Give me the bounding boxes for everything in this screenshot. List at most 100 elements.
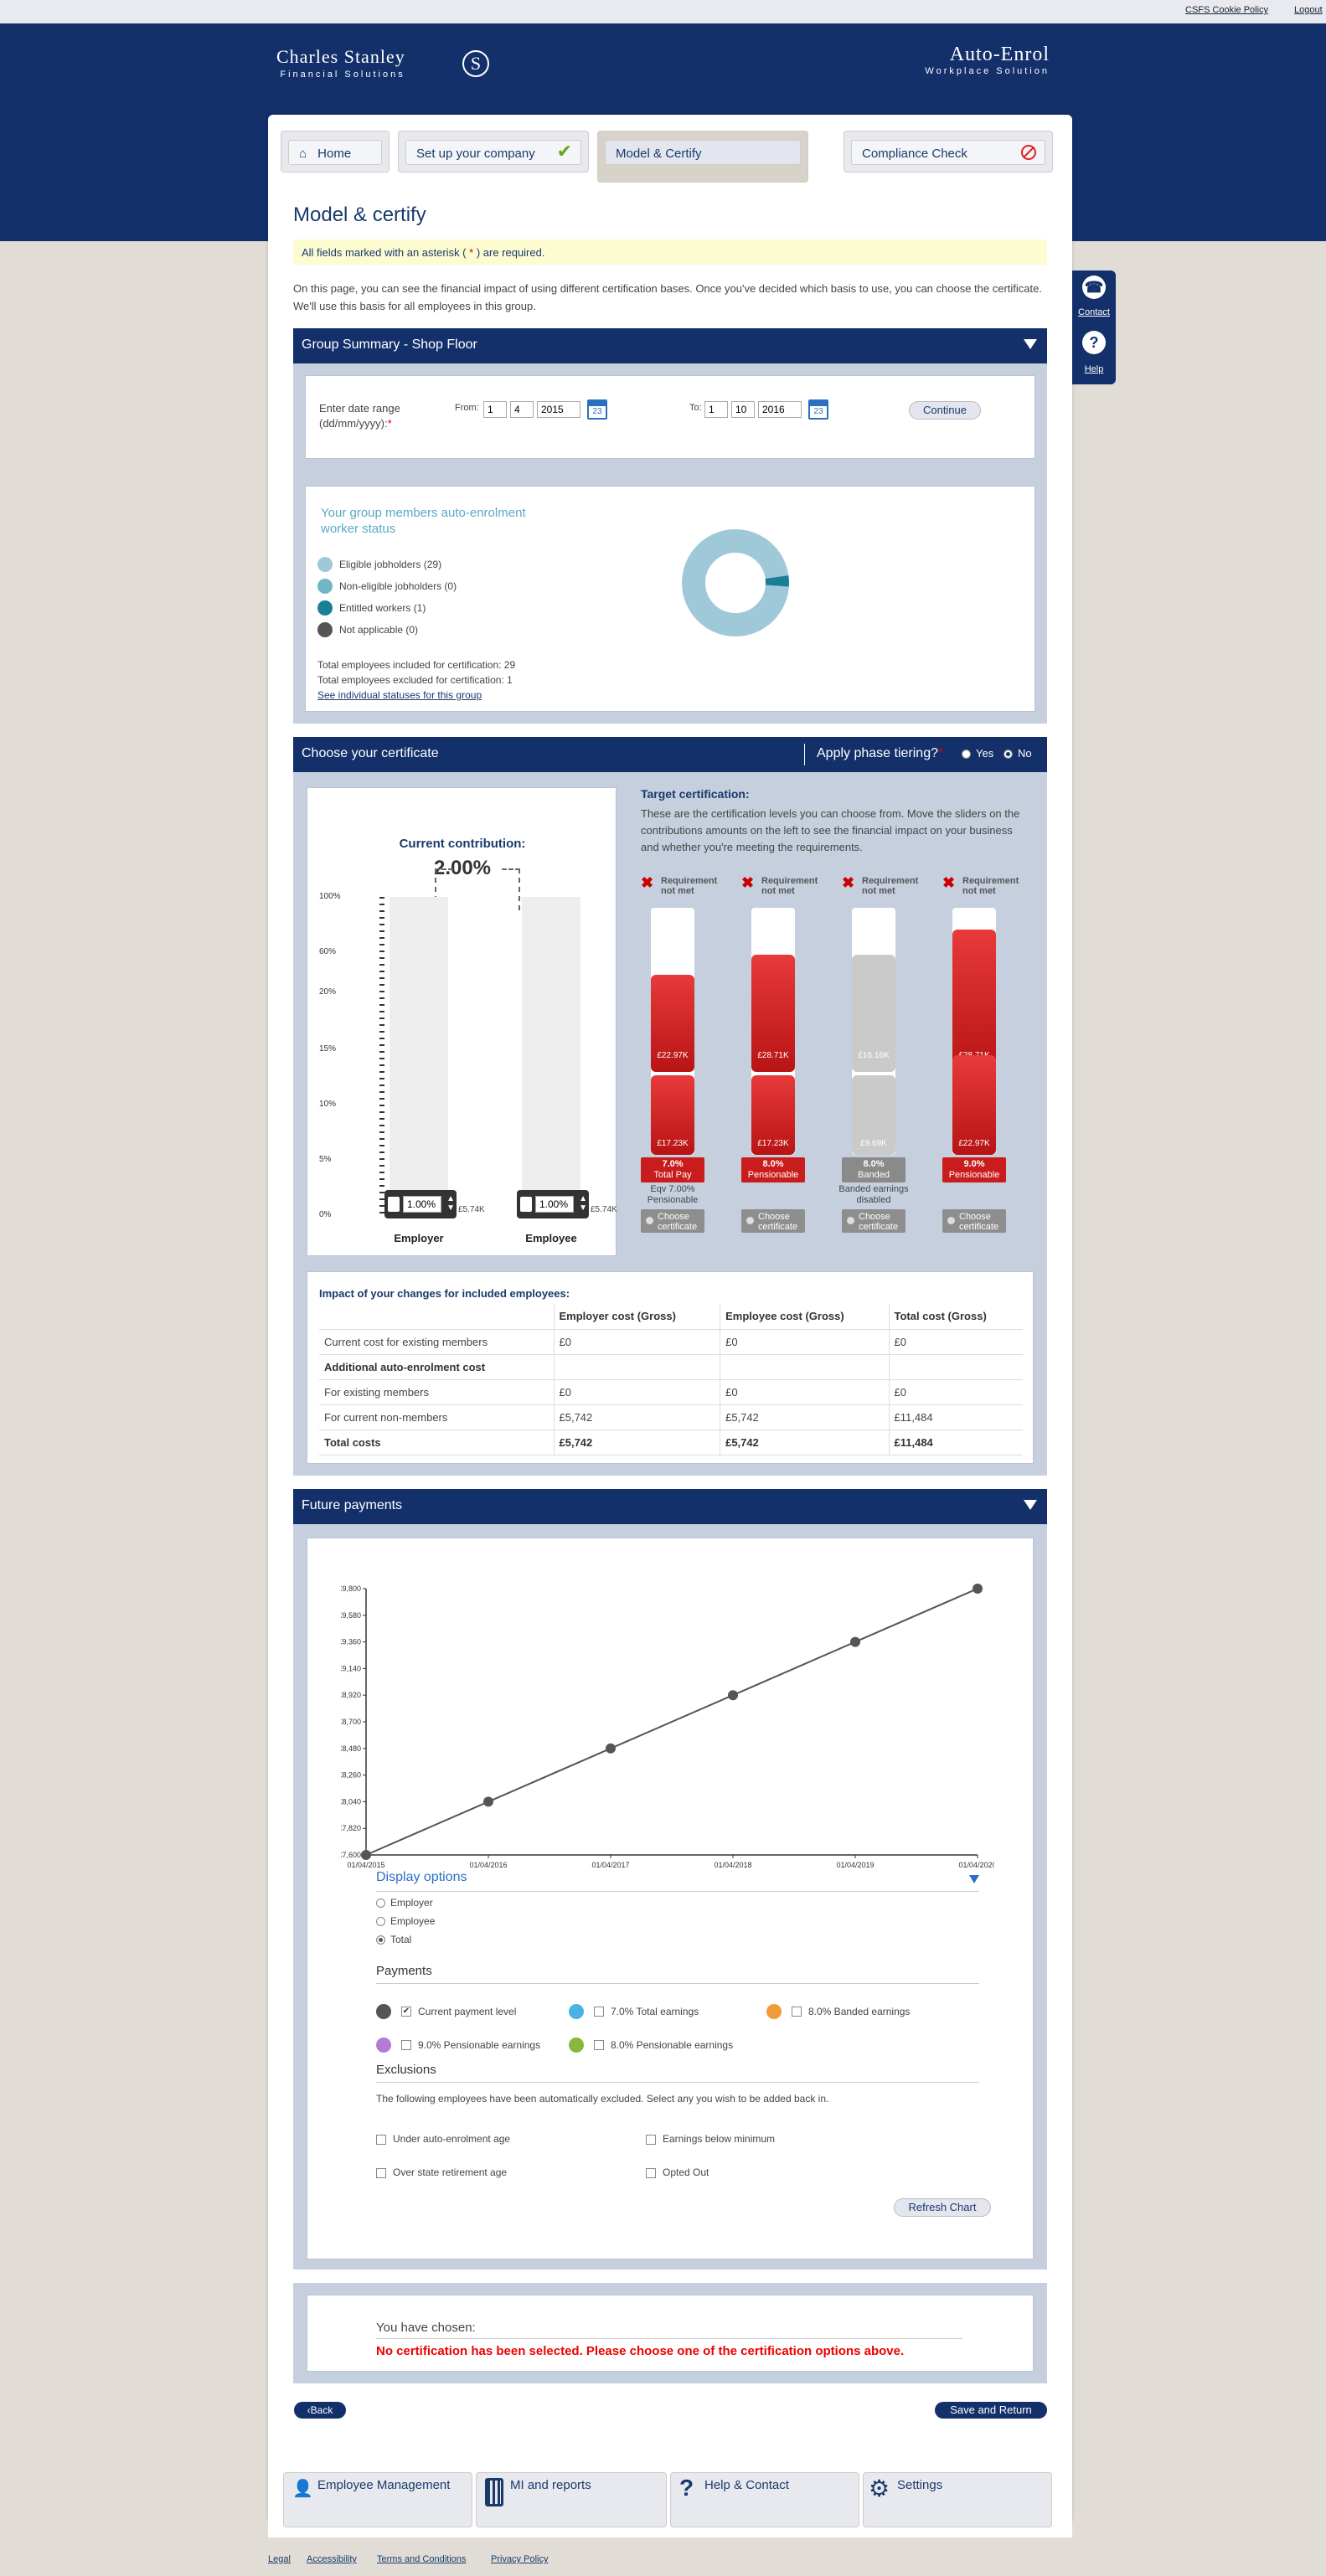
from-month-input[interactable] [510, 401, 534, 418]
tab-home[interactable]: ⌂ Home [281, 131, 390, 173]
main-tabs: ⌂ Home Set up your company ✔ Model & Cert… [281, 126, 1053, 183]
target-title: Target certification: [641, 787, 750, 801]
future-payments-panel: £7,600 £7,820 £8,040 £8,260 £8,480 £8,700 £8,9… [293, 1524, 1047, 2269]
logout-link[interactable]: Logout [1294, 5, 1323, 15]
series-swatch [569, 2004, 584, 2019]
tab-model-certify[interactable]: Model & Certify [597, 131, 808, 183]
exclusion-under-age[interactable]: Under auto-enrolment age [376, 2133, 510, 2145]
scale-label: 20% [319, 987, 337, 997]
data-point [361, 1850, 371, 1860]
continue-button[interactable]: Continue [909, 401, 981, 420]
display-options-toggle[interactable]: Display options [376, 1870, 979, 1892]
from-day-input[interactable] [483, 401, 507, 418]
from-year-input[interactable] [537, 401, 580, 418]
bottom-segment: £17.23K [651, 1075, 694, 1155]
certificate-tube: £28.71K£22.97K [952, 908, 996, 1155]
back-button[interactable]: ‹Back [294, 2402, 346, 2419]
collapse-icon[interactable] [1024, 1500, 1037, 1510]
to-day-input[interactable] [704, 401, 728, 418]
series-swatch [766, 2004, 782, 2019]
current-contribution-box: Current contribution: 2.00% 100% 60% 20% 15… [307, 787, 617, 1256]
phase-yes-radio[interactable]: Yes [962, 747, 993, 760]
cookie-policy-link[interactable]: CSFS Cookie Policy [1185, 5, 1269, 15]
charles-stanley-logo: Charles Stanley Financial Solutions [276, 46, 405, 80]
exclusion-opted-out[interactable]: Opted Out [646, 2166, 709, 2178]
impact-title: Impact of your changes for included empl… [319, 1287, 570, 1300]
tab-setup-company[interactable]: Set up your company ✔ [398, 131, 589, 173]
chosen-label: You have chosen: [376, 2321, 962, 2339]
display-employee-radio[interactable]: Employee [376, 1915, 435, 1927]
employee-rate-input[interactable] [535, 1196, 574, 1213]
drag-handle-icon[interactable] [520, 1197, 532, 1212]
contact-link[interactable]: Contact [1078, 307, 1110, 317]
data-point [483, 1796, 493, 1807]
payment-checkbox[interactable] [594, 2040, 604, 2050]
logo-mark-icon: S [462, 50, 489, 77]
employer-rate-input[interactable] [403, 1196, 441, 1213]
data-point [973, 1584, 983, 1594]
accessibility-link[interactable]: Accessibility [307, 2554, 357, 2564]
terms-link[interactable]: Terms and Conditions [377, 2554, 467, 2564]
target-text: These are the certification levels you c… [641, 807, 1020, 853]
home-icon: ⌂ [299, 147, 307, 161]
check-icon: ✔ [556, 141, 572, 162]
donut-eligible [682, 529, 789, 636]
group-summary-header[interactable]: Group Summary - Shop Floor [293, 328, 1047, 363]
table-row: For existing members £0 £0 £0 [319, 1379, 1023, 1405]
stepper-icon[interactable]: ▲ ▼ [579, 1194, 587, 1213]
cross-icon: ✖ [842, 874, 855, 891]
scale-label: 15% [319, 1044, 337, 1054]
choose-certificate-button[interactable]: Choose certificate [741, 1209, 805, 1233]
privacy-link[interactable]: Privacy Policy [491, 2554, 549, 2564]
see-statuses-link[interactable]: See individual statuses for this group [317, 689, 482, 701]
phase-tiering-label: Apply phase tiering?* [817, 746, 944, 760]
contact-icon[interactable]: ☎ [1082, 276, 1106, 299]
choose-certificate-button[interactable]: Choose certificate [641, 1209, 704, 1233]
collapse-icon[interactable] [1024, 339, 1037, 349]
employer-track [390, 897, 448, 1215]
exclusion-earnings-below[interactable]: Earnings below minimum [646, 2133, 775, 2145]
choose-certificate-button[interactable]: Choose certificate [842, 1209, 905, 1233]
employee-slider-handle[interactable]: ▲▼ [517, 1190, 589, 1218]
exclusion-over-retirement[interactable]: Over state retirement age [376, 2166, 507, 2178]
help-link[interactable]: Help [1084, 364, 1104, 374]
employer-slider-handle[interactable]: ▲▼ [384, 1190, 457, 1218]
certificate-option: ✖ Requirement not met £22.97K £17.23K 7.0% To… [641, 874, 717, 1243]
phase-no-radio[interactable]: No [1004, 747, 1032, 760]
refresh-chart-button[interactable]: Refresh Chart [894, 2198, 991, 2217]
payment-checkbox[interactable] [594, 2007, 604, 2017]
footer-help-contact[interactable]: ? Help & Contact [670, 2472, 859, 2527]
legend-swatch [317, 600, 333, 616]
calendar-icon[interactable]: 23 [808, 399, 828, 420]
display-employer-radio[interactable]: Employer [376, 1897, 433, 1909]
gear-icon: ⚙ [869, 2476, 890, 2501]
legal-link[interactable]: Legal [268, 2554, 291, 2564]
footer-settings[interactable]: ⚙ Settings [863, 2472, 1052, 2527]
auto-enrol-logo: Auto-Enrol Workplace Solution [925, 44, 1050, 76]
payment-checkbox[interactable] [792, 2007, 802, 2017]
to-month-input[interactable] [731, 401, 755, 418]
payment-checkbox[interactable] [401, 2040, 411, 2050]
date-range-label: Enter date range (dd/mm/yyyy):* [319, 402, 400, 430]
requirement-status: Requirement not met [761, 876, 818, 896]
save-return-button[interactable]: Save and Return [935, 2402, 1047, 2419]
stepper-icon[interactable]: ▲ ▼ [446, 1194, 455, 1213]
payment-checkbox[interactable]: ✔ [401, 2007, 411, 2017]
side-help-widget: ☎ Contact ? Help [1072, 270, 1116, 384]
x-tick-label: 01/04/2016 [469, 1861, 507, 1869]
employee-label: Employee [525, 1232, 577, 1244]
person-icon: 👤 [292, 2480, 313, 2498]
calendar-icon[interactable]: 23 [587, 399, 607, 420]
payments-title: Payments [376, 1964, 979, 1984]
display-total-radio[interactable]: Total [376, 1934, 411, 1945]
chevron-down-icon[interactable] [969, 1875, 979, 1883]
to-year-input[interactable] [758, 401, 802, 418]
drag-handle-icon[interactable] [388, 1197, 400, 1212]
current-contribution-title: Current contribution: [399, 837, 526, 851]
tab-compliance-check[interactable]: Compliance Check [844, 131, 1053, 173]
footer-mi-reports[interactable]: MI and reports [476, 2472, 667, 2527]
future-payments-header[interactable]: Future payments [293, 1489, 1047, 1524]
choose-certificate-button[interactable]: Choose certificate [942, 1209, 1006, 1233]
footer-employee-management[interactable]: 👤 Employee Management [283, 2472, 472, 2527]
help-icon[interactable]: ? [1082, 331, 1106, 354]
